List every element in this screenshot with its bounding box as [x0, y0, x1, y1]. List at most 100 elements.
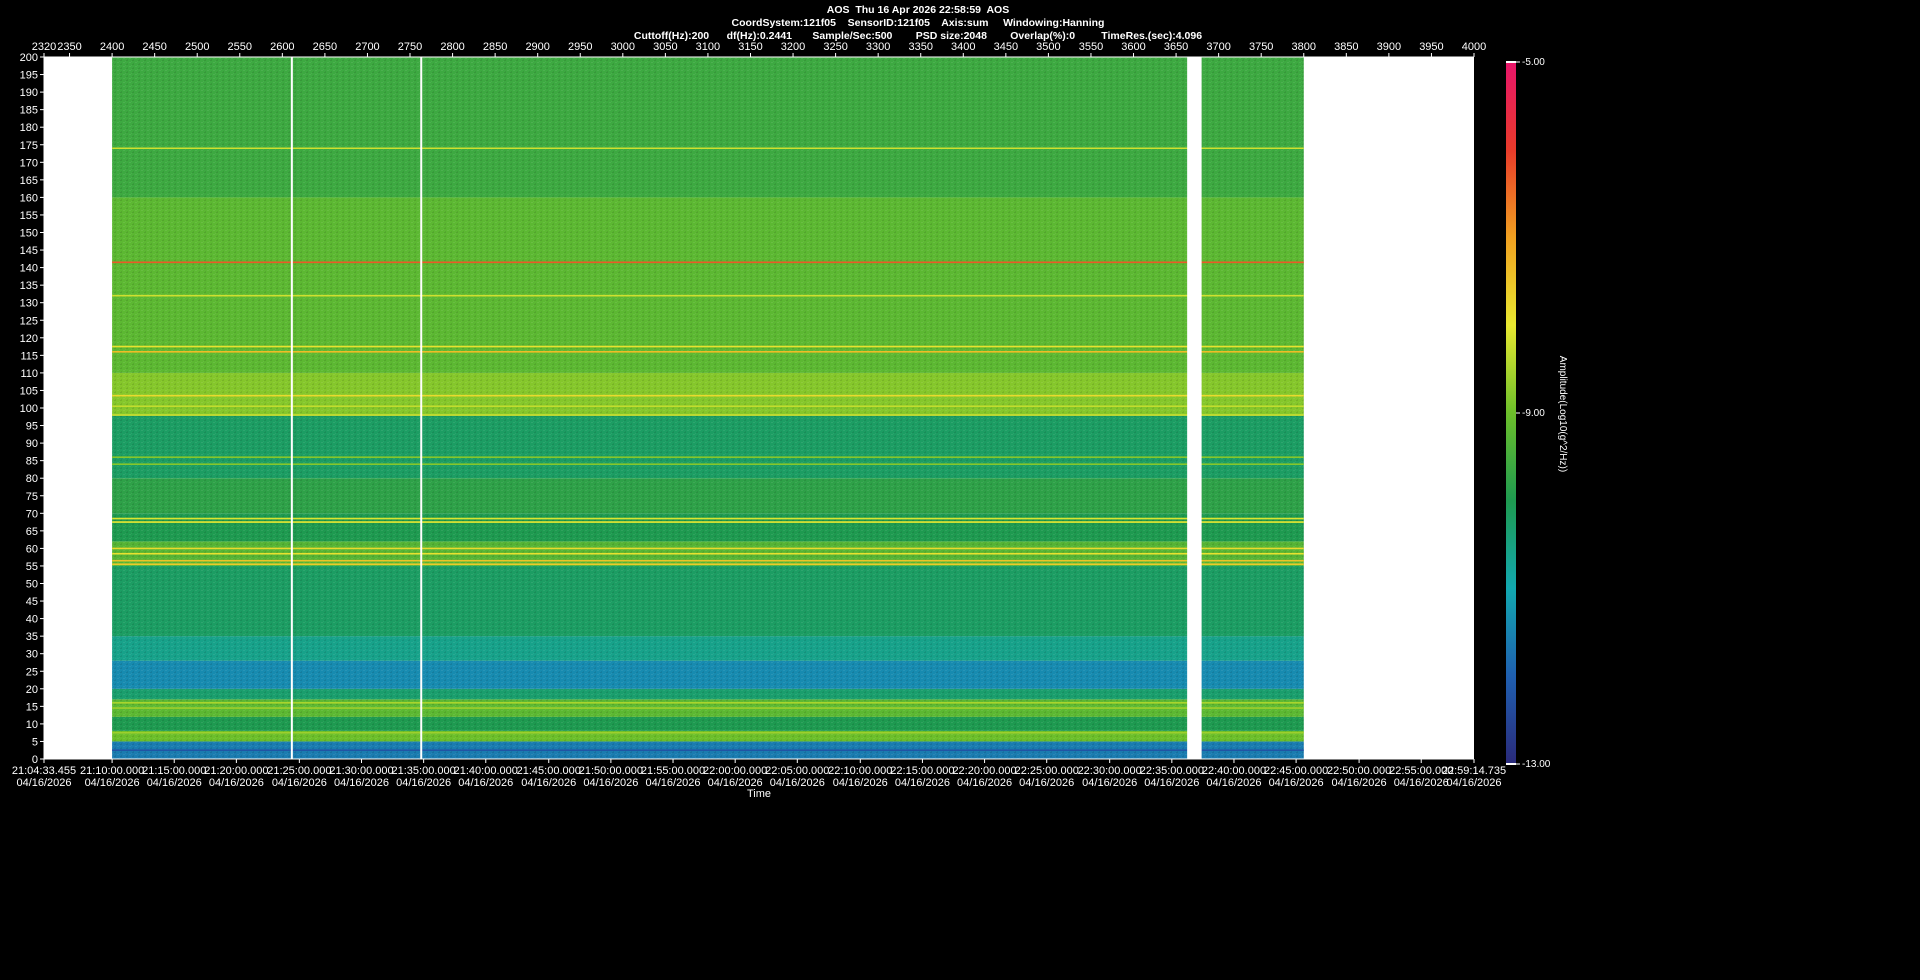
y-tick-label: 190 [20, 87, 38, 99]
top-x-tick-label: 3350 [908, 41, 932, 53]
top-x-tick-label: 2800 [440, 41, 464, 53]
time-tick-label: 21:04:33.455 [12, 765, 76, 777]
data-gap-2 [1187, 57, 1202, 759]
y-tick-label: 185 [20, 105, 38, 117]
y-tick-label: 100 [20, 403, 38, 415]
data-gap-0 [290, 57, 293, 759]
time-tick-label: 21:45:00.000 [517, 765, 581, 777]
date-tick-label: 04/16/2026 [957, 777, 1012, 789]
top-x-tick-label: 2900 [525, 41, 549, 53]
top-x-axis: 2320 2350 2400 2450 2500 2550 2600 2650 2700 2750… [32, 41, 1486, 58]
y-tick-label: 5 [32, 736, 38, 748]
top-x-tick-label: 2950 [568, 41, 592, 53]
y-tick-label: 180 [20, 122, 38, 134]
y-tick-label: 170 [20, 157, 38, 169]
time-tick-label: 21:20:00.000 [204, 765, 268, 777]
date-tick-label: 04/16/2026 [16, 777, 71, 789]
bottom-time-axis: 21:04:33.45504/16/202621:10:00.00004/16/… [12, 758, 1506, 800]
y-tick-label: 90 [26, 438, 38, 450]
y-tick-label: 115 [20, 350, 38, 362]
date-tick-label: 04/16/2026 [85, 777, 140, 789]
y-tick-label: 65 [26, 526, 38, 538]
y-tick-label: 95 [26, 421, 38, 433]
time-tick-label: 22:20:00.000 [952, 765, 1016, 777]
top-x-tick-label: 2700 [355, 41, 379, 53]
date-tick-label: 04/16/2026 [1082, 777, 1137, 789]
time-tick-label: 22:45:00.000 [1264, 765, 1328, 777]
date-tick-label: 04/16/2026 [1269, 777, 1324, 789]
top-x-tick-label: 3950 [1419, 41, 1443, 53]
chart-header: AOS Thu 16 Apr 2026 22:58:59 AOS CoordSy… [0, 4, 1836, 43]
y-tick-label: 70 [26, 508, 38, 520]
top-x-tick-label: 2550 [228, 41, 252, 53]
date-tick-label: 04/16/2026 [833, 777, 888, 789]
time-tick-label: 22:59:14.735 [1442, 765, 1506, 777]
y-tick-label: 35 [26, 631, 38, 643]
top-x-tick-label: 3850 [1334, 41, 1358, 53]
top-x-tick-label: 3500 [1036, 41, 1060, 53]
top-x-tick-label: 4000 [1462, 41, 1486, 53]
time-tick-label: 22:50:00.000 [1327, 765, 1391, 777]
y-tick-label: 120 [20, 333, 38, 345]
date-tick-label: 04/16/2026 [458, 777, 513, 789]
header-params-2: Cuttoff(Hz):200 df(Hz):0.2441 Sample/Sec… [633, 30, 1203, 42]
colorbar-label: Amplitude(Log10(g^2/Hz)) [1557, 356, 1568, 472]
colorbar-tick-label: -5.00 [1522, 57, 1545, 68]
time-tick-label: 22:30:00.000 [1078, 765, 1142, 777]
time-tick-label: 22:55:00.000 [1389, 765, 1453, 777]
time-tick-label: 21:50:00.000 [579, 765, 643, 777]
time-tick-label: 21:35:00.000 [392, 765, 456, 777]
colorbar-tick-label: -13.00 [1522, 759, 1551, 770]
top-x-tick-label: 2450 [142, 41, 166, 53]
top-x-tick-label: 3100 [696, 41, 720, 53]
y-tick-label: 45 [26, 596, 38, 608]
time-tick-label: 22:25:00.000 [1015, 765, 1079, 777]
y-tick-label: 0 [32, 754, 38, 766]
y-tick-label: 130 [20, 298, 38, 310]
y-tick-label: 145 [20, 245, 38, 257]
top-x-tick-label: 3550 [1079, 41, 1103, 53]
top-x-tick-label: 3300 [866, 41, 890, 53]
colorbar: -5.00 -9.00 -13.00 Amplitude(Log10(g^2/Hz)) [1506, 57, 1568, 770]
date-tick-label: 04/16/2026 [272, 777, 327, 789]
date-tick-label: 04/16/2026 [1206, 777, 1261, 789]
y-tick-label: 15 [26, 701, 38, 713]
y-tick-label: 20 [26, 684, 38, 696]
time-tick-label: 22:00:00.000 [703, 765, 767, 777]
date-tick-label: 04/16/2026 [1144, 777, 1199, 789]
time-tick-label: 21:15:00.000 [142, 765, 206, 777]
time-tick-label: 22:40:00.000 [1202, 765, 1266, 777]
date-tick-label: 04/16/2026 [1394, 777, 1449, 789]
y-tick-label: 135 [20, 280, 38, 292]
y-tick-label: 155 [20, 210, 38, 222]
y-tick-label: 40 [26, 614, 38, 626]
y-tick-label: 160 [20, 192, 38, 204]
date-tick-label: 04/16/2026 [147, 777, 202, 789]
date-tick-label: 04/16/2026 [770, 777, 825, 789]
colorbar-bottom-marker [1506, 763, 1516, 765]
date-tick-label: 04/16/2026 [583, 777, 638, 789]
date-tick-label: 04/16/2026 [396, 777, 451, 789]
y-tick-label: 80 [26, 473, 38, 485]
date-tick-label: 04/16/2026 [1019, 777, 1074, 789]
y-axis: 0 5 10 15 20 25 30 35 40 45 50 55 60 65 70 75 80 85 90 95 10… [20, 52, 45, 766]
top-x-tick-label: 2600 [270, 41, 294, 53]
y-tick-label: 140 [20, 263, 38, 275]
top-x-tick-label: 3700 [1206, 41, 1230, 53]
top-x-tick-label: 3900 [1377, 41, 1401, 53]
top-x-tick-label: 3650 [1164, 41, 1188, 53]
top-x-tick-label: 2850 [483, 41, 507, 53]
top-x-tick-label: 3250 [823, 41, 847, 53]
y-tick-label: 125 [20, 315, 38, 327]
colorbar-top-marker [1506, 61, 1516, 63]
y-tick-label: 165 [20, 175, 38, 187]
time-tick-label: 21:25:00.000 [267, 765, 331, 777]
top-x-tick-label: 3000 [611, 41, 635, 53]
time-tick-label: 22:05:00.000 [765, 765, 829, 777]
time-tick-label: 21:40:00.000 [454, 765, 518, 777]
top-x-tick-label: 2320 [32, 41, 56, 53]
date-tick-label: 04/16/2026 [209, 777, 264, 789]
y-tick-label: 25 [26, 666, 38, 678]
header-title: AOS Thu 16 Apr 2026 22:58:59 AOS [826, 4, 1010, 16]
top-x-tick-label: 3150 [738, 41, 762, 53]
